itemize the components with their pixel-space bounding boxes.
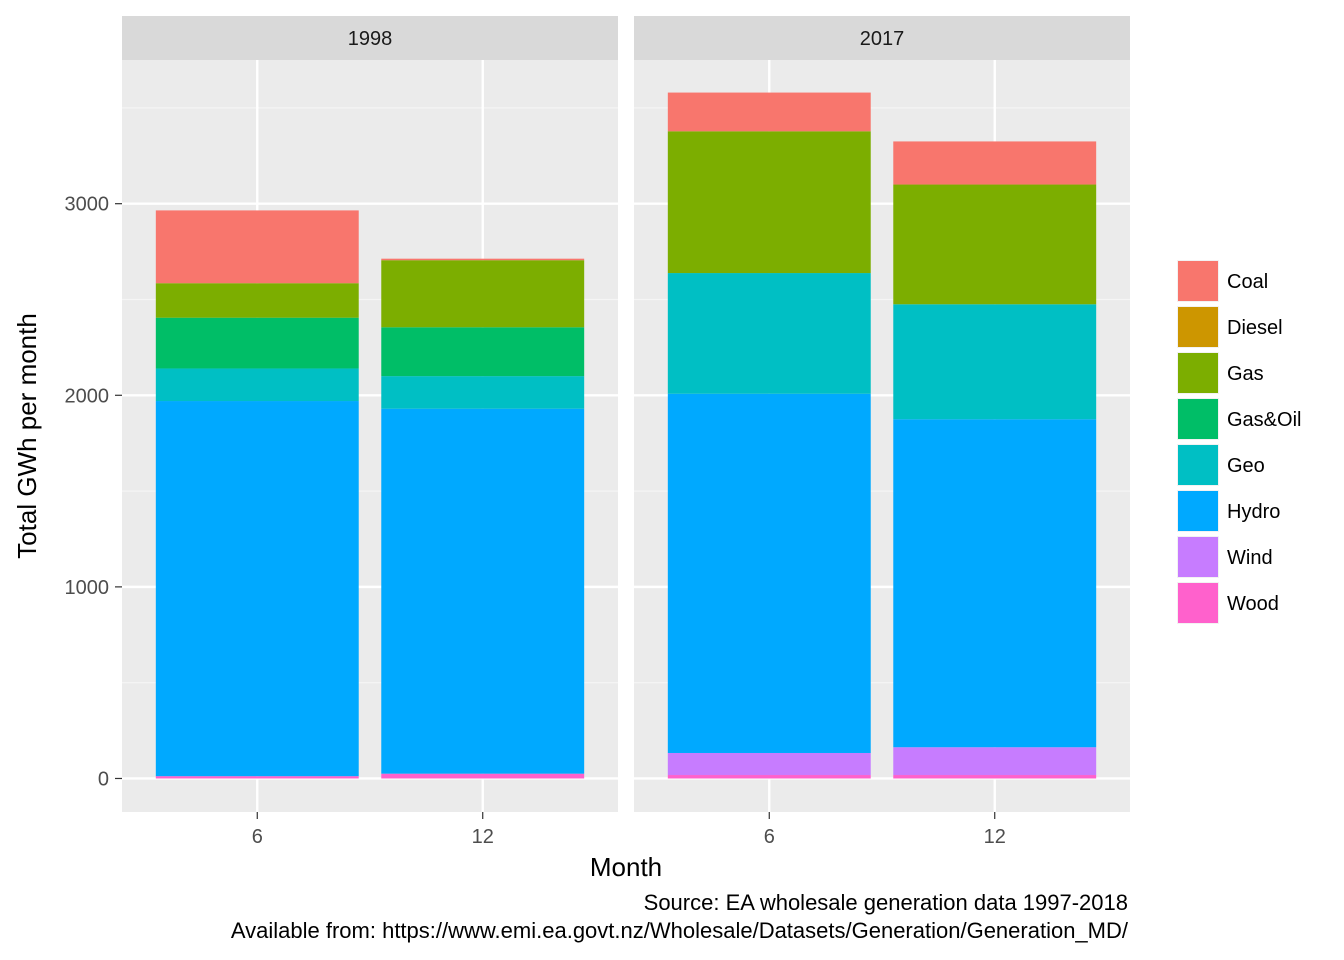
x-tick-label: 6: [764, 826, 775, 848]
bar-segment-gas: [381, 260, 585, 328]
legend-key: [1178, 307, 1218, 347]
legend-item: Wood: [1177, 582, 1279, 624]
legend-item: Diesel: [1177, 306, 1283, 348]
facet-strip: [634, 16, 1130, 60]
legend-key: [1178, 537, 1218, 577]
bar-segment-hydro: [381, 408, 585, 774]
bar-segment-wood: [667, 775, 871, 779]
legend-label: Wind: [1227, 547, 1273, 569]
legend-item: Wind: [1177, 536, 1273, 578]
caption-source: Source: EA wholesale generation data 199…: [644, 890, 1128, 915]
x-tick-label: 12: [984, 826, 1006, 848]
facet-strip-label: 2017: [860, 28, 905, 50]
legend-key: [1178, 399, 1218, 439]
legend-key: [1178, 261, 1218, 301]
bar-segment-wind: [893, 747, 1097, 776]
bar-segment-geo: [893, 304, 1097, 420]
caption-url: Available from: https://www.emi.ea.govt.…: [231, 918, 1129, 943]
bar-segment-coal: [155, 210, 359, 284]
bar-segment-hydro: [155, 401, 359, 777]
bar-segment-wind: [667, 752, 871, 776]
y-tick-label: 1000: [65, 577, 110, 599]
y-axis: 0 1000 2000 3000: [65, 194, 122, 790]
bar-segment-gas: [893, 184, 1097, 305]
bar-segment-wood: [381, 773, 585, 779]
bar-segment-geo: [667, 273, 871, 394]
legend-label: Hydro: [1227, 501, 1280, 523]
x-tick-label: 6: [252, 826, 263, 848]
bar-segment-gas: [155, 283, 359, 318]
legend-label: Diesel: [1227, 317, 1283, 339]
legend-label: Geo: [1227, 455, 1265, 477]
bar-segment-gas: [667, 131, 871, 274]
facet-strip: [122, 16, 618, 60]
legend-item: Gas&Oil: [1177, 398, 1301, 440]
bar-segment-coal: [381, 258, 585, 261]
legend-item: Geo: [1177, 444, 1265, 486]
legend-label: Coal: [1227, 271, 1268, 293]
legend-label: Wood: [1227, 593, 1279, 615]
x-tick-label: 12: [472, 826, 494, 848]
bar-segment-gas-oil: [155, 317, 359, 369]
legend-label: Gas&Oil: [1227, 409, 1301, 431]
legend-key: [1178, 491, 1218, 531]
y-tick-label: 3000: [65, 194, 110, 216]
legend-item: Hydro: [1177, 490, 1280, 532]
legend: Coal Diesel Gas Gas&Oil Geo Hydro Wind Wood: [1177, 260, 1301, 624]
facet-panels: 1998 6 12 2017 6 12: [122, 16, 1130, 848]
bar-segment-wood: [893, 775, 1097, 779]
legend-item: Coal: [1177, 260, 1268, 302]
legend-label: Gas: [1227, 363, 1264, 385]
facet-strip-label: 1998: [348, 28, 393, 50]
bar-segment-coal: [667, 92, 871, 132]
y-axis-title: Total GWh per month: [12, 313, 42, 559]
bar-segment-hydro: [893, 419, 1097, 748]
bar-segment-gas-oil: [381, 327, 585, 377]
facet-panel-2017: 2017 6 12: [634, 16, 1130, 848]
legend-key: [1178, 583, 1218, 623]
bar-segment-geo: [381, 376, 585, 409]
bar-segment-geo: [155, 368, 359, 402]
x-axis-title: Month: [590, 852, 662, 882]
facet-panel-1998: 1998 6 12: [122, 16, 618, 848]
bar-segment-coal: [893, 141, 1097, 185]
y-tick-label: 0: [98, 768, 109, 790]
bar-segment-wood: [155, 776, 359, 779]
bar-segment-hydro: [667, 393, 871, 753]
y-tick-label: 2000: [65, 385, 110, 407]
legend-item: Gas: [1177, 352, 1264, 394]
legend-key: [1178, 445, 1218, 485]
legend-key: [1178, 353, 1218, 393]
